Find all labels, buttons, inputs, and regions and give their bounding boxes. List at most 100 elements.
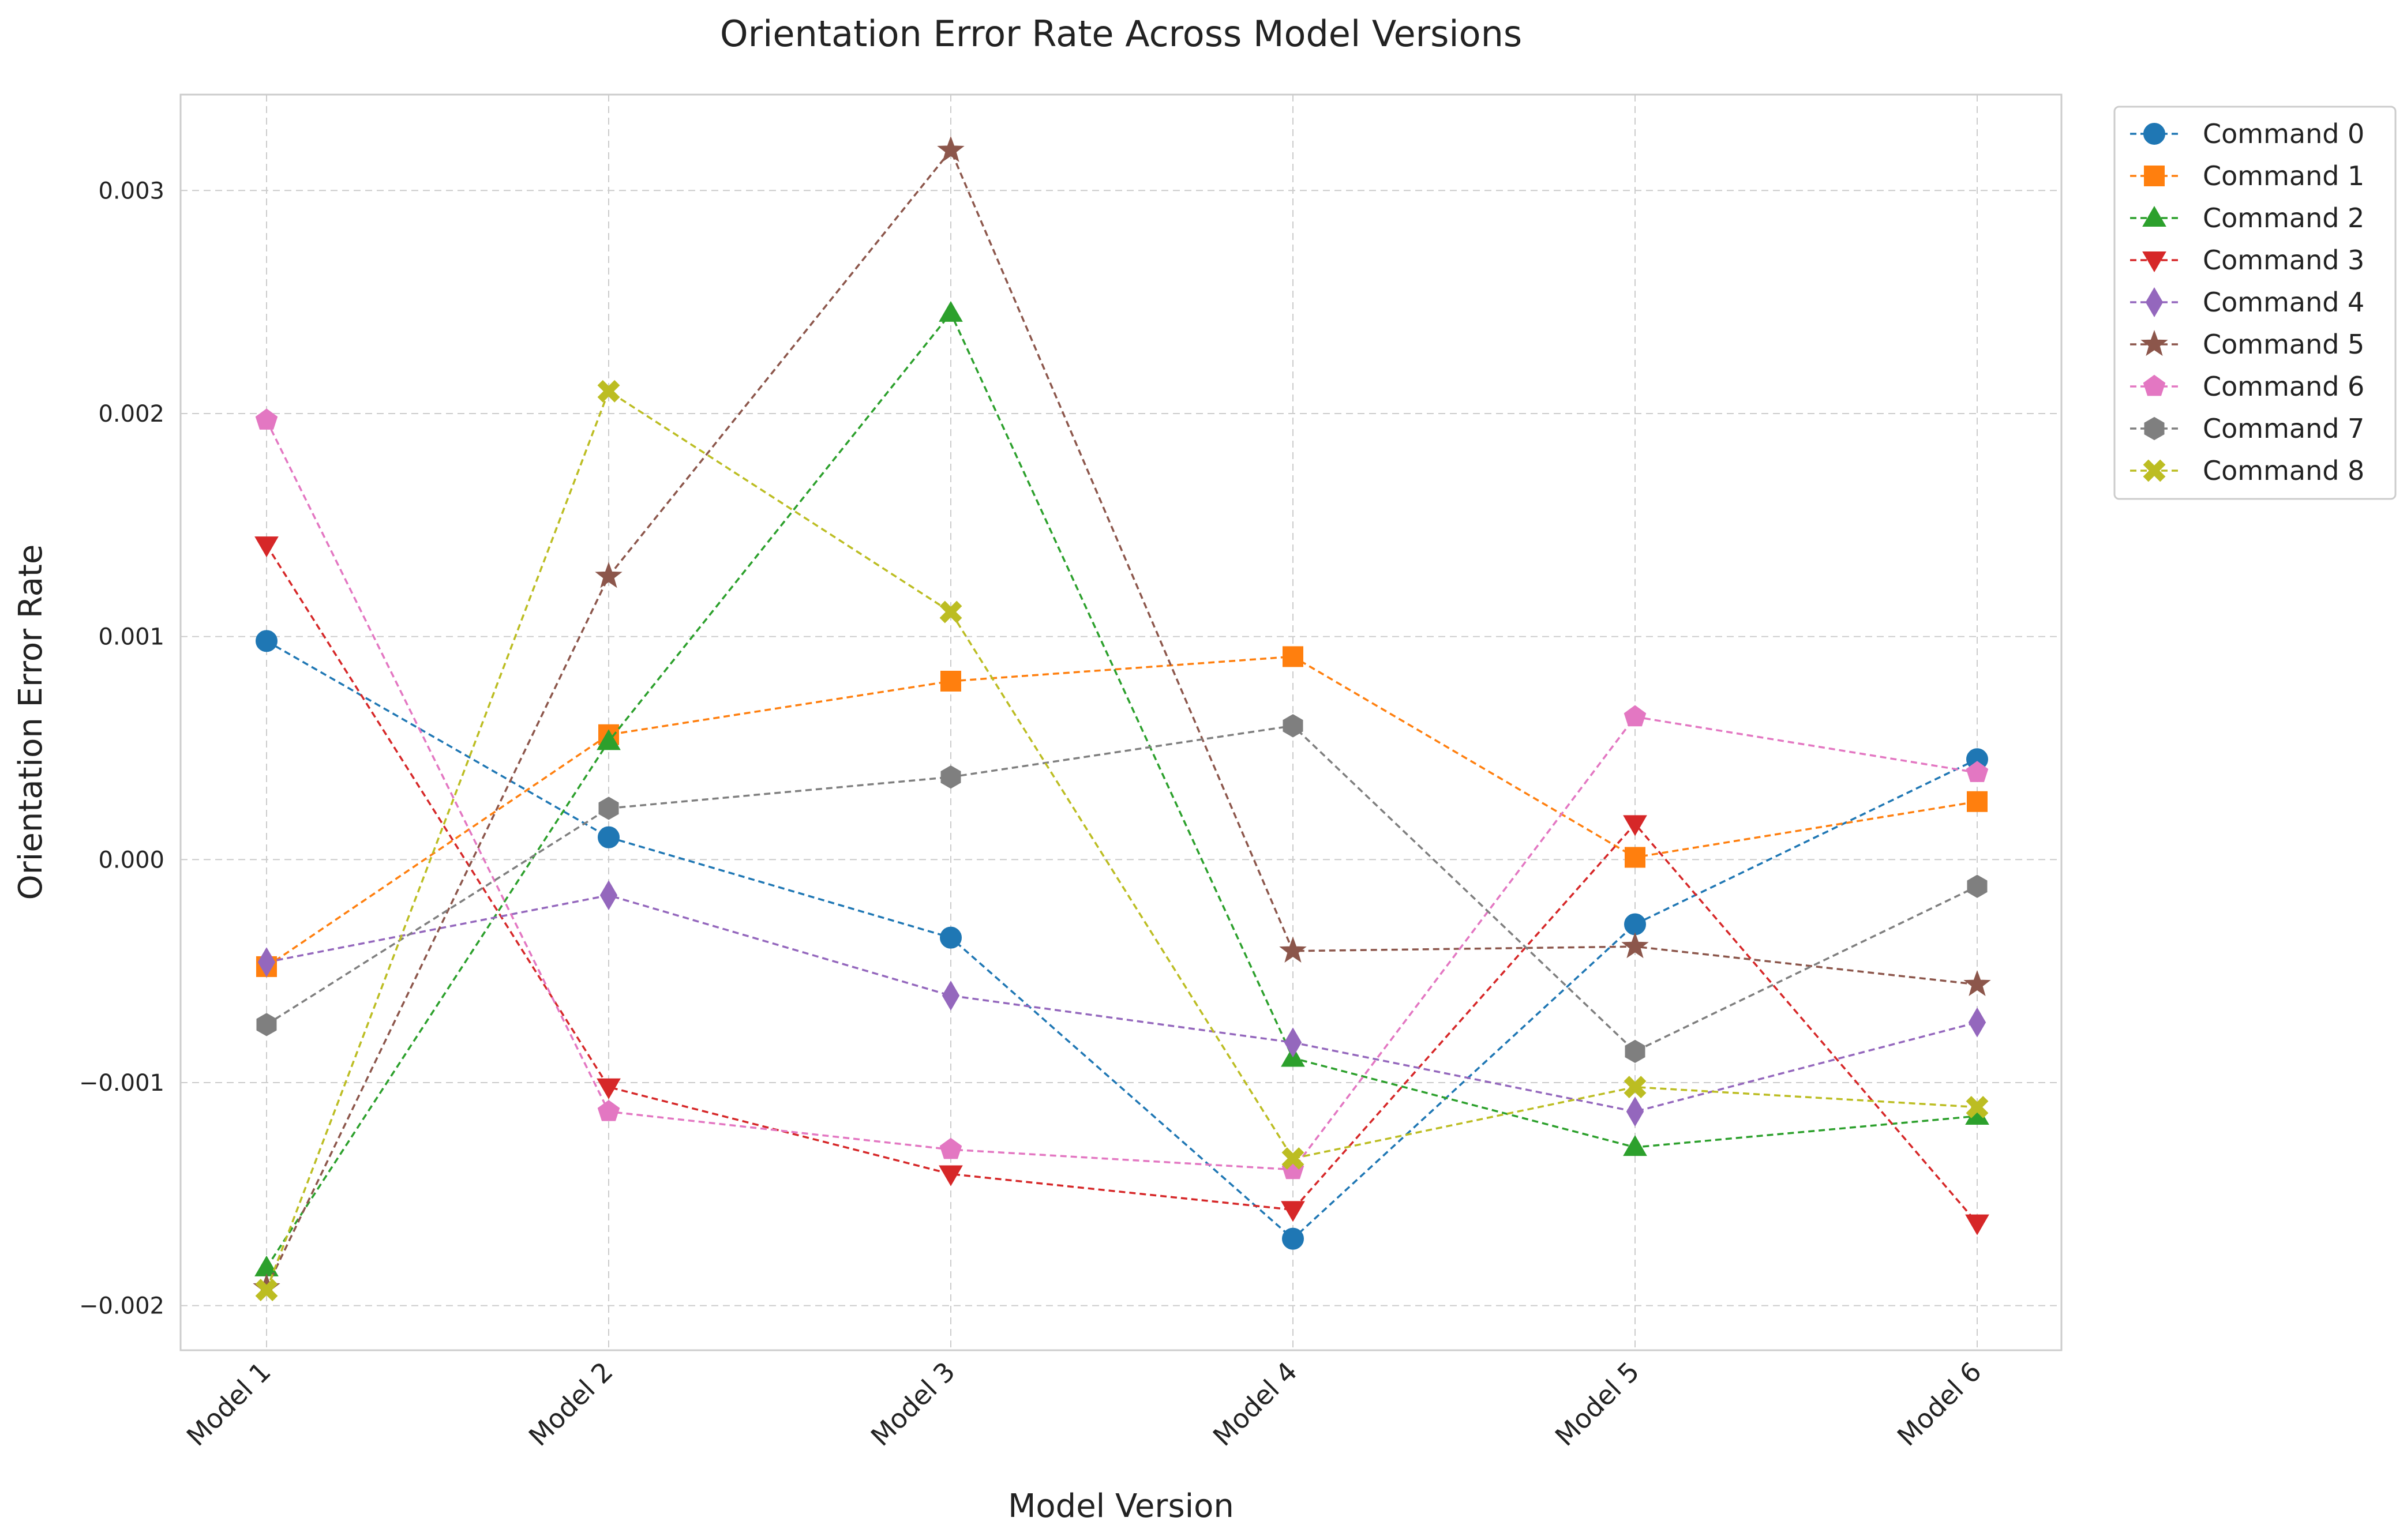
y-tick-label: 0.002 [98,401,164,427]
data-point [939,301,963,322]
data-point [256,630,278,652]
y-tick-label: 0.000 [98,847,164,873]
data-point [940,765,961,789]
legend-marker [2144,166,2165,186]
series-line [265,311,1978,1268]
data-point [937,136,965,162]
data-point [597,729,621,750]
legend-entry: Command 7 [2130,413,2364,444]
series-8 [255,380,1989,1302]
legend-entry: Command 6 [2130,371,2364,402]
data-point [255,1279,278,1302]
data-point [940,926,962,949]
legend-marker [2142,206,2166,227]
legend-marker [2143,459,2166,482]
data-point [1623,1135,1647,1156]
legend: Command 0 Command 1 Command 2 Command 3 Comm… [2113,106,2397,500]
data-point [598,797,619,820]
data-point [939,1165,963,1186]
y-tick-label: −0.001 [79,1070,164,1096]
legend-entry: Command 5 [2130,329,2364,360]
series-3 [254,536,1989,1235]
x-axis-label: Model Version [1008,1488,1234,1525]
data-point [1281,1201,1305,1222]
legend-entry: Command 3 [2130,245,2364,276]
data-point [1279,936,1307,963]
data-point [1283,714,1303,738]
data-point [1626,1096,1644,1127]
legend-label: Command 6 [2203,371,2364,402]
y-tick-label: 0.003 [98,178,164,204]
series-line [265,544,1978,1224]
y-tick-label: −0.002 [79,1293,164,1320]
data-point [1282,1227,1304,1250]
data-point [1967,791,1988,812]
legend-label: Command 2 [2203,202,2364,234]
series-0 [256,630,1988,1250]
data-point [1283,646,1303,667]
legend-entry: Command 0 [2130,118,2364,149]
legend-marker [2140,330,2168,356]
y-tick-label: 0.001 [98,624,164,651]
series-line [266,894,1978,1113]
legend-marker [2145,287,2164,317]
data-point [1965,1214,1989,1235]
data-point [1968,1007,1986,1038]
data-point [1623,815,1647,836]
legend-label: Command 4 [2203,287,2364,318]
series-6 [255,408,1989,1180]
legend-marker [2142,251,2166,272]
series-line [265,389,1978,1291]
data-point [1281,1147,1304,1170]
series-layer [253,136,1991,1302]
data-point [1624,705,1647,727]
data-point [1624,913,1646,936]
data-point [595,562,623,588]
data-point [257,947,276,978]
series-7 [256,714,1988,1064]
data-point [1625,847,1645,868]
legend-label: Command 3 [2203,245,2364,276]
series-line [266,640,1978,1241]
data-point [1624,1076,1647,1099]
legend-label: Command 1 [2203,160,2364,191]
legend-entry: Command 1 [2130,160,2364,191]
legend-marker [2144,416,2165,441]
data-point [254,536,279,558]
data-point [1621,932,1649,959]
legend-label: Command 7 [2203,413,2364,444]
legend-label: Command 0 [2203,118,2364,149]
data-point [599,880,618,911]
data-point [942,981,960,1011]
legend-entry: Command 4 [2130,287,2364,318]
series-line [265,148,1978,1289]
data-point [1966,761,1989,782]
data-point [256,1013,277,1036]
data-point [255,408,278,430]
data-point [597,1078,621,1099]
series-2 [254,301,1989,1276]
data-point [1284,1027,1302,1058]
plot-area [179,93,2063,1351]
legend-label: Command 8 [2203,455,2364,486]
series-line [266,655,1978,968]
legend-entry: Command 2 [2130,202,2364,234]
data-point [1967,874,1988,898]
chart-title: Orientation Error Rate Across Model Vers… [720,13,1522,55]
data-point [1963,970,1991,996]
data-point [940,670,961,692]
data-point [1966,1096,1989,1118]
data-point [939,600,962,623]
legend-marker [2143,374,2166,396]
series-4 [257,880,1986,1127]
data-point [598,826,620,848]
legend-marker [2143,123,2165,145]
legend-entry: Command 8 [2130,455,2364,486]
legend-box [2113,106,2397,500]
series-line [266,724,1978,1053]
y-axis-ticks: −0.002 −0.001 0.000 0.001 0.002 0.003 [79,178,164,1319]
legend-label: Command 5 [2203,329,2364,360]
data-point [1625,1039,1645,1064]
data-point [597,1100,620,1121]
